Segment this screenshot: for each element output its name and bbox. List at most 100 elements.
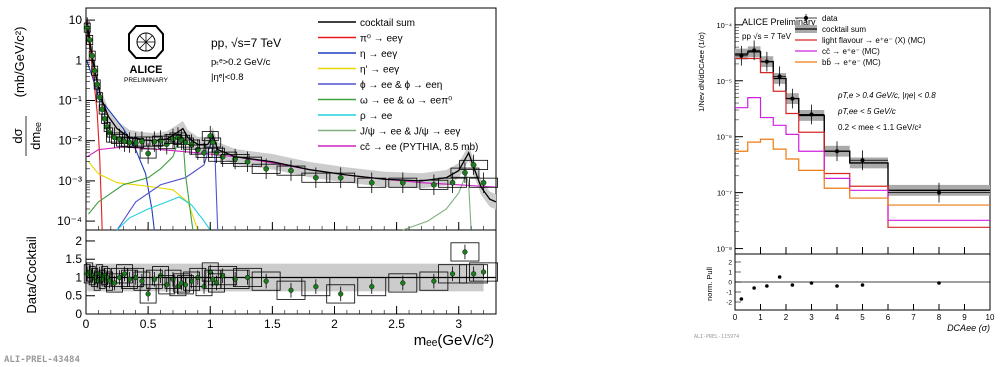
right-legend-label: bb̄ → e⁺e⁻ (MC) <box>822 58 881 67</box>
data-point <box>431 181 437 188</box>
ratio-point <box>164 282 170 288</box>
ratio-syst-box <box>86 262 94 282</box>
ratio-syst-box <box>438 264 467 284</box>
data-point <box>170 136 176 142</box>
right-legend-label: cocktail sum <box>822 25 866 34</box>
ratio-syst-box <box>176 275 194 295</box>
left-ytick-label: 1 <box>75 53 82 67</box>
pull-ytick-label: 0 <box>728 280 732 287</box>
data-point <box>89 52 96 59</box>
right-collab-label: ALICE Preliminary <box>742 17 816 27</box>
ratio-syst-box <box>301 277 331 297</box>
left-legend: cocktail sum π⁰ → eeγ η → eeγ η' → eeγ ϕ → e… <box>318 18 478 153</box>
left-legend-label: η → eeγ <box>360 49 397 60</box>
ratio-syst-box <box>450 242 480 262</box>
left-xtick-label: 2.5 <box>388 317 405 331</box>
left-ytick-label: 10⁻³ <box>58 174 82 188</box>
right-legend: data cocktail sum light flavour → e⁺e⁻ (X)… <box>795 14 926 67</box>
data-point <box>106 129 113 136</box>
ratio-syst-box <box>469 262 498 282</box>
right-ytick-label: 10⁻⁴ <box>716 21 732 30</box>
ratio-syst-box <box>93 271 101 291</box>
right-legend-label: light flavour → e⁺e⁻ (X) (MC) <box>822 36 926 45</box>
right-ytick-label: 10⁻⁵ <box>717 77 732 86</box>
right-data-point <box>739 53 744 58</box>
ratio-point <box>133 274 139 281</box>
right-xtick-label: 0 <box>733 313 738 322</box>
ratio-syst-box <box>145 269 163 289</box>
pull-point <box>860 283 865 287</box>
left-ylabel-num: dσ <box>10 128 25 143</box>
ratio-point <box>151 276 157 282</box>
left-ylabel-unit: (mb/GeV/c²) <box>12 27 27 98</box>
left-xtick-label: 2 <box>331 317 338 331</box>
data-point <box>313 174 319 181</box>
cocktail-sum-line <box>86 23 497 203</box>
data-point <box>163 141 170 147</box>
pull-point <box>777 275 782 279</box>
ratio-point <box>313 284 319 290</box>
right-xtick-label: 6 <box>886 313 891 322</box>
right-xtick-label: 3 <box>809 313 814 322</box>
right-data-point <box>752 48 757 53</box>
data-point <box>139 138 145 145</box>
ratio-syst-box <box>96 264 104 284</box>
ratio-point <box>400 280 406 286</box>
data-point <box>111 134 118 141</box>
left-ylabel: dσ dmₑₑ (mb/GeV/c²) <box>10 27 43 156</box>
right-ytick-label: 10⁻⁷ <box>717 189 732 198</box>
pull-point <box>937 281 941 285</box>
left-ylabel-den: dmₑₑ <box>28 122 43 150</box>
right-system-label: pp √s = 7 TeV <box>742 32 792 41</box>
right-hist-3 <box>735 138 990 206</box>
data-point <box>368 179 375 186</box>
pull-point <box>752 286 756 290</box>
ratio-syst-box <box>201 262 219 282</box>
pull-point <box>790 283 795 287</box>
right-xtick-label: 9 <box>962 313 967 322</box>
right-data-point <box>860 158 865 163</box>
ratio-point <box>263 278 269 284</box>
pull-ytick-label: -1 <box>726 290 732 297</box>
ratio-point <box>145 291 151 297</box>
ratio-syst-box <box>164 269 182 289</box>
left-cut-eta: |ηᵉ|<0.8 <box>211 72 244 83</box>
ratio-syst-box <box>233 267 262 288</box>
ratio-syst-box <box>103 267 111 288</box>
right-data-point <box>937 190 941 195</box>
ratio-point <box>480 269 487 275</box>
alice-logo-text: ALICE <box>130 64 163 76</box>
ratio-point <box>182 282 188 288</box>
pull-point <box>765 284 769 288</box>
ratio-point <box>213 280 220 286</box>
data-point <box>209 139 216 146</box>
left-xtick-label: 0 <box>83 317 90 331</box>
ratio-syst-box <box>276 280 306 300</box>
data-point <box>84 24 91 31</box>
left-cut-pt: pₜᵉ>0.2 GeV/c <box>211 57 271 68</box>
data-point <box>99 106 105 113</box>
data-point <box>121 138 128 145</box>
left-legend-label: ϕ → ee & ϕ → eeη <box>360 80 442 91</box>
data-point <box>91 67 98 74</box>
data-point <box>145 150 151 157</box>
ratio-point <box>431 278 437 284</box>
right-xtick-label: 7 <box>911 313 916 322</box>
data-point <box>116 136 123 142</box>
data-point <box>470 162 477 168</box>
left-system-label: pp, √s=7 TeV <box>211 36 281 50</box>
ratio-syst-box <box>419 271 449 291</box>
ratio-syst-box <box>195 277 213 297</box>
data-point <box>288 167 294 174</box>
ratio-point <box>471 271 477 277</box>
alice-logo-icon <box>128 25 164 59</box>
left-xtick-label: 0.5 <box>140 317 157 331</box>
ratio-syst-box <box>459 264 489 284</box>
ratio-syst-box <box>139 284 157 304</box>
right-cut3: 0.2 < mee < 1.1 GeV/c² <box>838 123 921 132</box>
data-point <box>263 165 269 172</box>
ratio-point <box>244 274 251 281</box>
right-ytick-label: 10⁻⁸ <box>717 245 732 254</box>
data-point <box>244 158 251 165</box>
